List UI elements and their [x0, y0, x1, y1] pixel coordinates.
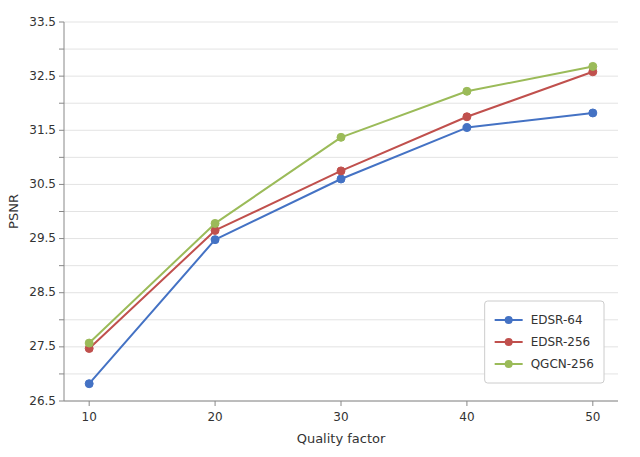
legend-label: QGCN-256	[531, 357, 594, 371]
grid-line	[64, 130, 618, 131]
y-tick	[59, 184, 64, 185]
axes: 26.5 27.5 28.5 29.5 30.5 31.5 32.5 33.5 10 20 30 40…	[29, 15, 618, 425]
grid-line	[64, 76, 618, 77]
y-tick	[59, 22, 64, 23]
x-tick-label: 30	[333, 410, 348, 424]
point-marker	[85, 380, 93, 388]
point-marker	[337, 167, 345, 175]
grid-line	[64, 157, 618, 158]
point-marker	[463, 124, 471, 132]
grid-line	[64, 184, 618, 185]
point-marker	[463, 87, 471, 95]
legend-box	[485, 301, 604, 383]
legend-label: EDSR-256	[531, 335, 591, 349]
y-tick	[59, 211, 64, 212]
grid-line	[64, 103, 618, 104]
y-tick-label: 32.5	[29, 69, 56, 83]
x-tick	[341, 401, 342, 406]
grid-line	[64, 238, 618, 239]
x-tick-label: 20	[207, 410, 222, 424]
grid-line	[64, 401, 618, 402]
y-tick	[59, 103, 64, 104]
y-axis-label: PSNR	[6, 194, 21, 229]
grid-line	[64, 211, 618, 212]
x-tick-label: 50	[585, 410, 600, 424]
legend-marker	[505, 316, 513, 324]
y-tick-label: 26.5	[29, 394, 56, 408]
grid-line	[64, 22, 618, 23]
y-tick	[59, 130, 64, 131]
grid-line	[64, 265, 618, 266]
y-tick	[59, 292, 64, 293]
point-marker	[337, 175, 345, 183]
y-tick	[59, 49, 64, 50]
y-tick-label: 30.5	[29, 177, 56, 191]
legend-marker	[505, 338, 513, 346]
point-marker	[211, 236, 219, 244]
x-tick	[592, 401, 593, 406]
y-tick	[59, 238, 64, 239]
y-tick	[59, 319, 64, 320]
grid	[64, 22, 618, 401]
chart-svg: 26.5 27.5 28.5 29.5 30.5 31.5 32.5 33.5 10 20 30 40…	[0, 0, 640, 457]
point-marker	[85, 339, 93, 347]
grid-line	[64, 49, 618, 50]
y-tick-label: 29.5	[29, 231, 56, 245]
point-marker	[589, 62, 597, 70]
y-axis-line	[64, 22, 65, 401]
point-marker	[211, 219, 219, 227]
chart-container: 26.5 27.5 28.5 29.5 30.5 31.5 32.5 33.5 10 20 30 40…	[0, 0, 640, 457]
x-tick	[466, 401, 467, 406]
y-tick	[59, 401, 64, 402]
y-tick	[59, 346, 64, 347]
point-marker	[463, 113, 471, 121]
x-tick-label: 40	[459, 410, 474, 424]
legend: EDSR-64 EDSR-256 QGCN-256	[485, 301, 604, 383]
point-marker	[337, 133, 345, 141]
legend-label: EDSR-64	[531, 313, 583, 327]
y-tick-label: 27.5	[29, 339, 56, 353]
x-tick	[215, 401, 216, 406]
y-tick	[59, 373, 64, 374]
y-tick-label: 31.5	[29, 123, 56, 137]
x-axis-label: Quality factor	[297, 431, 386, 446]
x-tick	[89, 401, 90, 406]
x-axis-line	[64, 401, 618, 402]
y-tick	[59, 157, 64, 158]
y-tick	[59, 76, 64, 77]
y-tick-label: 28.5	[29, 285, 56, 299]
y-tick-label: 33.5	[29, 15, 56, 29]
point-marker	[589, 109, 597, 117]
y-tick	[59, 265, 64, 266]
x-tick-label: 10	[82, 410, 97, 424]
legend-marker	[505, 360, 513, 368]
